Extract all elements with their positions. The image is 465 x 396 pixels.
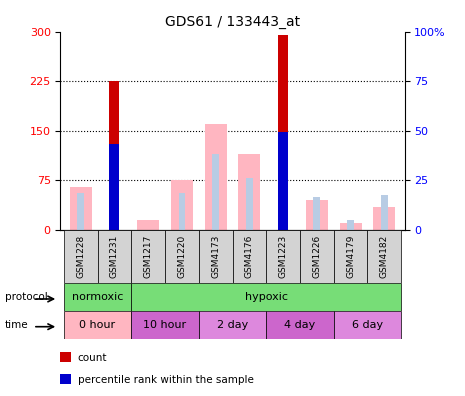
FancyBboxPatch shape (64, 230, 98, 283)
Bar (306, 200, 328, 230)
Text: GSM1223: GSM1223 (279, 235, 288, 278)
FancyBboxPatch shape (232, 230, 266, 283)
Text: percentile rank within the sample: percentile rank within the sample (78, 375, 253, 385)
Bar (77, 193, 84, 230)
Bar (131, 283, 401, 311)
Text: GSM1220: GSM1220 (177, 235, 186, 278)
Title: GDS61 / 133443_at: GDS61 / 133443_at (165, 15, 300, 29)
Bar (313, 197, 320, 230)
Text: count: count (78, 353, 107, 363)
Bar (278, 35, 288, 230)
FancyBboxPatch shape (300, 230, 334, 283)
Text: GSM4173: GSM4173 (211, 235, 220, 278)
Bar (278, 132, 288, 230)
Text: protocol: protocol (5, 292, 47, 302)
Bar (347, 220, 354, 230)
Bar (339, 223, 362, 230)
Text: GSM1228: GSM1228 (76, 235, 85, 278)
Bar (70, 187, 92, 230)
Text: time: time (5, 320, 28, 330)
Bar (212, 154, 219, 230)
Text: GSM4176: GSM4176 (245, 235, 254, 278)
Text: 6 day: 6 day (352, 320, 383, 330)
Bar (179, 193, 185, 230)
Bar (171, 180, 193, 230)
Bar (109, 144, 120, 230)
FancyBboxPatch shape (334, 230, 367, 283)
Text: 10 hour: 10 hour (144, 320, 186, 330)
Text: GSM4182: GSM4182 (380, 235, 389, 278)
Bar (373, 207, 395, 230)
Text: GSM1231: GSM1231 (110, 235, 119, 278)
Bar (199, 311, 266, 339)
Bar (334, 311, 401, 339)
FancyBboxPatch shape (367, 230, 401, 283)
Bar (64, 283, 131, 311)
Text: hypoxic: hypoxic (245, 292, 288, 302)
Text: GSM4179: GSM4179 (346, 235, 355, 278)
FancyBboxPatch shape (131, 230, 165, 283)
Bar (239, 154, 260, 230)
Bar (246, 178, 253, 230)
Bar (381, 195, 388, 230)
Text: GSM1217: GSM1217 (144, 235, 153, 278)
FancyBboxPatch shape (266, 230, 300, 283)
Text: 0 hour: 0 hour (80, 320, 116, 330)
Text: 2 day: 2 day (217, 320, 248, 330)
Text: normoxic: normoxic (72, 292, 123, 302)
Bar (205, 124, 226, 230)
Text: GSM1226: GSM1226 (312, 235, 321, 278)
Bar (64, 311, 131, 339)
Text: 4 day: 4 day (284, 320, 316, 330)
Bar (266, 311, 334, 339)
Bar (109, 81, 120, 230)
Bar (137, 220, 159, 230)
FancyBboxPatch shape (165, 230, 199, 283)
Bar (131, 311, 199, 339)
FancyBboxPatch shape (199, 230, 232, 283)
FancyBboxPatch shape (98, 230, 131, 283)
